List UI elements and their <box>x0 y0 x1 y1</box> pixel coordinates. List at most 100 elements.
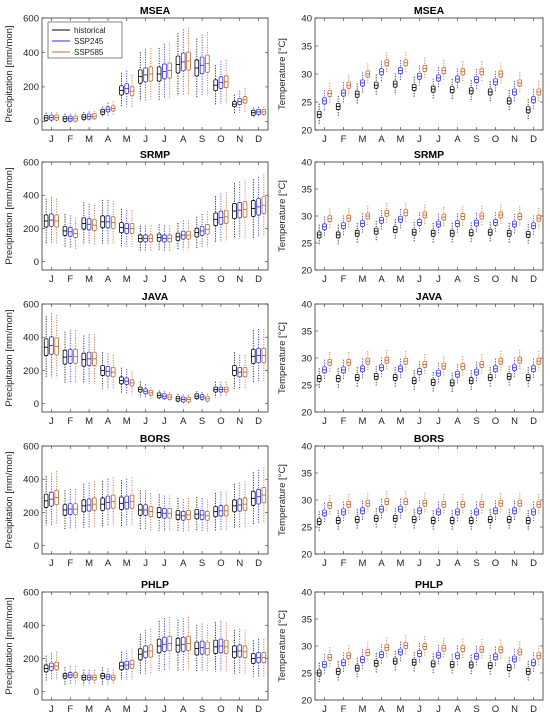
box-historical-D <box>525 224 531 245</box>
box-historical-S <box>468 370 474 391</box>
box-ssp585-O <box>498 639 504 661</box>
y-tick-label: 35 <box>301 614 312 625</box>
y-tick-label: 30 <box>301 641 312 652</box>
box-ssp585-N <box>517 492 523 514</box>
box-historical-M <box>81 202 87 245</box>
x-tick-label: F <box>67 416 73 427</box>
x-tick-label: D <box>255 704 262 715</box>
box-ssp585-O <box>498 350 504 372</box>
box-historical-N <box>506 657 512 678</box>
y-tick-label: 600 <box>23 587 39 598</box>
y-tick-label: 400 <box>23 333 39 344</box>
x-tick-label: J <box>322 704 327 715</box>
y-tick-label: 0 <box>34 541 39 552</box>
box-ssp245-A <box>180 499 186 533</box>
x-tick-label: D <box>255 274 262 285</box>
box-ssp245-M <box>124 70 130 107</box>
box-ssp245-J <box>49 313 54 378</box>
y-axis-label: Temperature [°C] <box>277 38 288 110</box>
x-tick-label: F <box>341 558 347 569</box>
box-historical-J <box>43 655 49 682</box>
box-ssp245-A <box>105 102 111 116</box>
y-tick-label: 35 <box>301 184 312 195</box>
box-historical-J <box>316 511 322 532</box>
box-historical-J <box>156 224 162 251</box>
box-historical-J <box>316 368 322 389</box>
panel-title: MSEA <box>140 5 171 17</box>
box-historical-J <box>43 316 49 379</box>
box-historical-F <box>335 368 341 389</box>
box-ssp585-F <box>73 113 78 124</box>
box-ssp585-A <box>186 27 191 95</box>
box-ssp585-F <box>346 207 352 229</box>
box-ssp585-O <box>223 491 229 530</box>
box-ssp245-A <box>455 213 460 234</box>
y-tick-label: 400 <box>23 48 39 59</box>
box-ssp585-N <box>517 641 523 663</box>
y-tick-label: 600 <box>23 157 39 168</box>
box-historical-A <box>449 79 455 101</box>
y-axis-label: Precipitation [mm/mon] <box>4 25 15 122</box>
x-tick-label: S <box>473 558 479 569</box>
box-ssp585-A <box>110 477 116 526</box>
box-ssp585-J <box>54 198 59 244</box>
box-historical-J <box>430 223 436 244</box>
box-historical-M <box>119 73 124 108</box>
box-ssp245-N <box>237 354 243 390</box>
box-historical-J <box>156 390 162 401</box>
box-ssp245-J <box>143 225 148 252</box>
legend-label-historical: historical <box>74 26 106 35</box>
box-ssp585-J <box>54 112 59 123</box>
box-historical-M <box>119 208 124 247</box>
box-ssp245-F <box>341 82 346 104</box>
box-ssp245-J <box>322 216 327 238</box>
box-ssp245-S <box>474 361 479 383</box>
box-ssp585-N <box>242 481 248 527</box>
box-historical-M <box>81 111 87 123</box>
box-historical-J <box>411 370 417 391</box>
y-tick-label: 0 <box>34 687 39 698</box>
box-historical-D <box>525 99 531 121</box>
box-ssp585-S <box>205 31 210 96</box>
box-ssp245-M <box>86 203 92 245</box>
box-historical-F <box>62 214 68 248</box>
box-ssp245-J <box>143 490 148 530</box>
box-ssp585-J <box>148 47 154 101</box>
box-ssp585-N <box>517 206 523 227</box>
x-tick-label: J <box>417 704 422 715</box>
box-historical-O <box>213 196 218 243</box>
box-ssp585-D <box>536 494 542 515</box>
box-ssp585-M <box>129 210 135 247</box>
x-tick-label: O <box>217 134 224 145</box>
x-tick-label: A <box>105 134 112 145</box>
box-historical-O <box>213 492 218 531</box>
box-ssp585-A <box>110 101 116 116</box>
box-ssp585-J <box>327 495 333 516</box>
box-ssp245-M <box>398 60 403 82</box>
x-tick-label: J <box>49 704 54 715</box>
x-tick-label: D <box>255 558 262 569</box>
box-historical-J <box>156 47 162 101</box>
box-ssp585-S <box>479 205 485 227</box>
y-tick-label: 25 <box>301 522 312 533</box>
box-historical-M <box>119 367 124 394</box>
box-historical-J <box>156 620 162 672</box>
box-ssp585-F <box>73 489 78 530</box>
legend-label-ssp585: SSP585 <box>74 48 104 57</box>
box-historical-J <box>138 225 143 252</box>
x-tick-label: S <box>473 704 479 715</box>
x-tick-label: A <box>180 704 187 715</box>
y-tick-label: 400 <box>23 475 39 486</box>
x-tick-label: A <box>105 558 112 569</box>
box-historical-M <box>354 509 360 530</box>
box-ssp245-O <box>493 71 498 93</box>
box-ssp245-M <box>398 208 403 230</box>
box-ssp245-A <box>379 210 384 231</box>
x-tick-label: J <box>49 558 54 569</box>
box-ssp245-J <box>49 197 54 243</box>
y-axis-label: Temperature [°C] <box>277 180 288 252</box>
x-tick-label: F <box>67 134 73 145</box>
x-tick-label: J <box>49 134 54 145</box>
box-historical-J <box>411 221 417 243</box>
